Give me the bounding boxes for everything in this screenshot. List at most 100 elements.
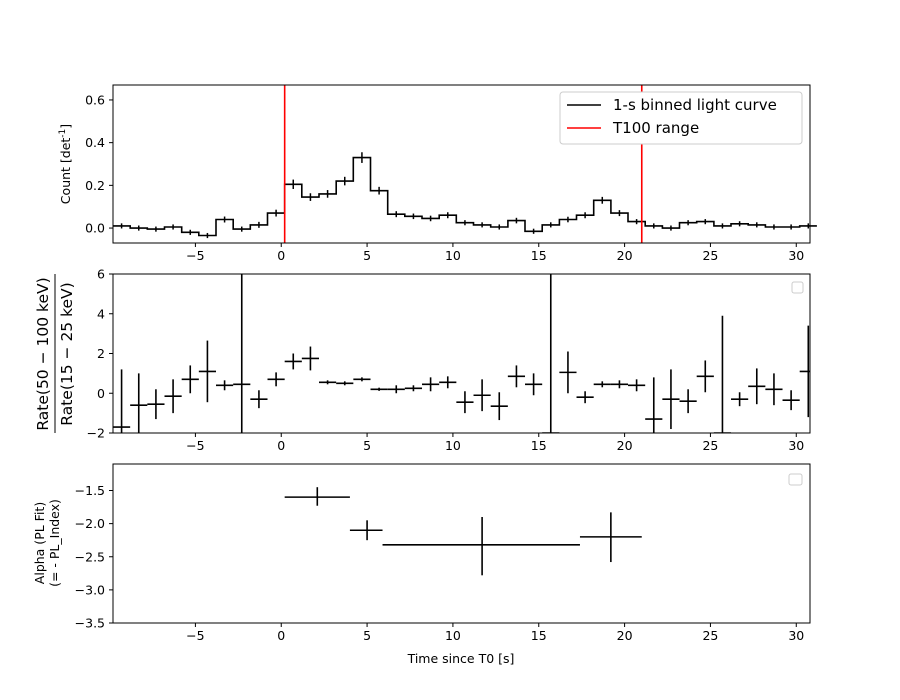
light-curve-y-label: Count [det-1] bbox=[58, 124, 73, 204]
hardness-ratio-point bbox=[610, 380, 629, 389]
y-tick-label: −2 bbox=[87, 426, 105, 441]
x-tick-label: 25 bbox=[702, 248, 718, 263]
alpha-point bbox=[382, 517, 580, 576]
hardness-ratio-point bbox=[319, 380, 337, 385]
y-tick-label: 0 bbox=[97, 386, 105, 401]
hardness-ratio-point bbox=[113, 369, 131, 433]
hardness-ratio-point bbox=[696, 360, 714, 393]
legend-label-light-curve: 1-s binned light curve bbox=[613, 96, 777, 114]
hardness-ratio-point bbox=[679, 389, 697, 414]
hardness-ratio-point bbox=[765, 373, 783, 406]
hardness-ratio-point bbox=[507, 365, 526, 388]
y-tick-label: −1.5 bbox=[75, 483, 105, 498]
alpha-y-ticks: −3.5 −3.0 −2.5 −2.0 −1.5 bbox=[75, 483, 113, 631]
hardness-ratio-frame bbox=[112, 273, 811, 434]
x-tick-label: 20 bbox=[617, 248, 633, 263]
alpha-point bbox=[349, 520, 383, 541]
hardness-ratio-point bbox=[147, 389, 165, 420]
hardness-ratio-point bbox=[353, 377, 371, 382]
x-tick-label: 0 bbox=[277, 438, 285, 453]
x-tick-label: 30 bbox=[788, 628, 804, 643]
y-tick-label: −3.5 bbox=[75, 616, 105, 631]
hardness-ratio-point bbox=[404, 385, 423, 392]
x-axis-label: Time since T0 [s] bbox=[407, 651, 515, 666]
hardness-ratio-point bbox=[731, 392, 749, 407]
alpha-frame bbox=[112, 463, 811, 624]
hardness-ratio-point bbox=[164, 379, 182, 414]
hardness-ratio-point bbox=[233, 274, 251, 433]
x-tick-label: −5 bbox=[186, 628, 204, 643]
hardness-ratio-point bbox=[301, 346, 320, 371]
hardness-ratio-point bbox=[559, 351, 577, 394]
alpha-panel: −5 0 5 10 15 20 25 30 −3.5 −3.0 −2.5 −2.0 −1.5 Alph… bbox=[32, 463, 811, 666]
x-tick-label: 5 bbox=[363, 628, 371, 643]
light-curve-marks bbox=[113, 152, 817, 239]
x-tick-label: 10 bbox=[445, 438, 461, 453]
alpha-marks bbox=[284, 487, 642, 576]
x-tick-label: 25 bbox=[702, 438, 718, 453]
hardness-ratio-point bbox=[439, 376, 457, 389]
hardness-ratio-point bbox=[645, 377, 663, 433]
x-tick-label: −5 bbox=[186, 248, 204, 263]
hardness-ratio-point bbox=[542, 274, 560, 433]
hardness-ratio-point bbox=[422, 377, 440, 392]
x-tick-label: 0 bbox=[277, 248, 285, 263]
legend-box bbox=[559, 91, 803, 145]
y-tick-label: 6 bbox=[97, 267, 105, 282]
x-tick-label: 30 bbox=[788, 438, 804, 453]
alpha-point bbox=[284, 487, 350, 506]
y-tick-label: −3.0 bbox=[75, 582, 105, 597]
hardness-ratio-y-label: Rate(50 − 100 keV) Rate(15 − 25 keV) bbox=[34, 274, 76, 433]
hardness-ratio-point bbox=[456, 391, 474, 414]
alpha-point bbox=[579, 512, 642, 563]
y-tick-label: 4 bbox=[97, 306, 105, 321]
hardness-ratio-panel: −5 0 5 10 15 20 25 30 −2 0 2 4 6 Rate(50 − 100 keV)… bbox=[34, 267, 811, 453]
hardness-ratio-point bbox=[628, 379, 646, 392]
hardness-ratio-point bbox=[525, 373, 543, 396]
hardness-ratio-point bbox=[250, 390, 268, 409]
x-tick-label: 30 bbox=[788, 248, 804, 263]
light-curve-y-label-main: Count [det bbox=[58, 138, 73, 205]
y-tick-label: 2 bbox=[97, 346, 105, 361]
hardness-ratio-point bbox=[662, 369, 680, 430]
hardness-ratio-point bbox=[593, 381, 611, 388]
alpha-y-label-bottom: (= - PL_Index) bbox=[47, 499, 62, 587]
y-tick-label: 0.0 bbox=[85, 221, 105, 236]
light-curve-step-line bbox=[113, 156, 817, 237]
hardness-ratio-point bbox=[198, 340, 217, 403]
light-curve-frame bbox=[112, 84, 811, 244]
alpha-x-ticks: −5 0 5 10 15 20 25 30 bbox=[186, 623, 804, 643]
x-tick-label: 15 bbox=[531, 438, 547, 453]
hardness-ratio-point bbox=[284, 353, 302, 370]
hardness-ratio-point bbox=[490, 392, 508, 421]
x-tick-label: 5 bbox=[363, 438, 371, 453]
hardness-ratio-point bbox=[181, 365, 199, 394]
alpha-empty-legend bbox=[788, 473, 803, 486]
hardness-ratio-point bbox=[473, 379, 491, 412]
hardness-ratio-marks bbox=[113, 274, 810, 433]
x-tick-label: 10 bbox=[445, 628, 461, 643]
x-tick-label: 15 bbox=[531, 628, 547, 643]
hardness-ratio-y-label-top: Rate(50 − 100 keV) bbox=[34, 277, 52, 430]
light-curve-y-label-end: ] bbox=[58, 124, 73, 129]
x-tick-label: 15 bbox=[531, 248, 547, 263]
hardness-ratio-point bbox=[267, 372, 285, 387]
hardness-ratio-point bbox=[799, 325, 810, 418]
hardness-ratio-y-ticks: −2 0 2 4 6 bbox=[87, 267, 113, 441]
y-tick-label: 0.6 bbox=[85, 92, 105, 107]
y-tick-label: −2.0 bbox=[75, 516, 105, 531]
alpha-y-label-top: Alpha (PL Fit) bbox=[32, 502, 47, 584]
light-curve-legend: 1-s binned light curve T100 range bbox=[559, 91, 803, 145]
y-tick-label: 0.4 bbox=[85, 135, 105, 150]
x-tick-label: 10 bbox=[445, 248, 461, 263]
x-tick-label: −5 bbox=[186, 438, 204, 453]
y-tick-label: 0.2 bbox=[85, 178, 105, 193]
x-tick-label: 0 bbox=[277, 628, 285, 643]
light-curve-x-ticks: −5 0 5 10 15 20 25 30 bbox=[186, 243, 804, 263]
hardness-ratio-point bbox=[387, 385, 405, 394]
hardness-ratio-x-ticks: −5 0 5 10 15 20 25 30 bbox=[186, 433, 804, 453]
light-curve-panel: −5 0 5 10 15 20 25 30 0.0 0.2 0.4 0.6 Count [det-1… bbox=[58, 84, 817, 263]
hardness-ratio-empty-legend bbox=[791, 281, 804, 294]
hardness-ratio-point bbox=[713, 315, 732, 433]
